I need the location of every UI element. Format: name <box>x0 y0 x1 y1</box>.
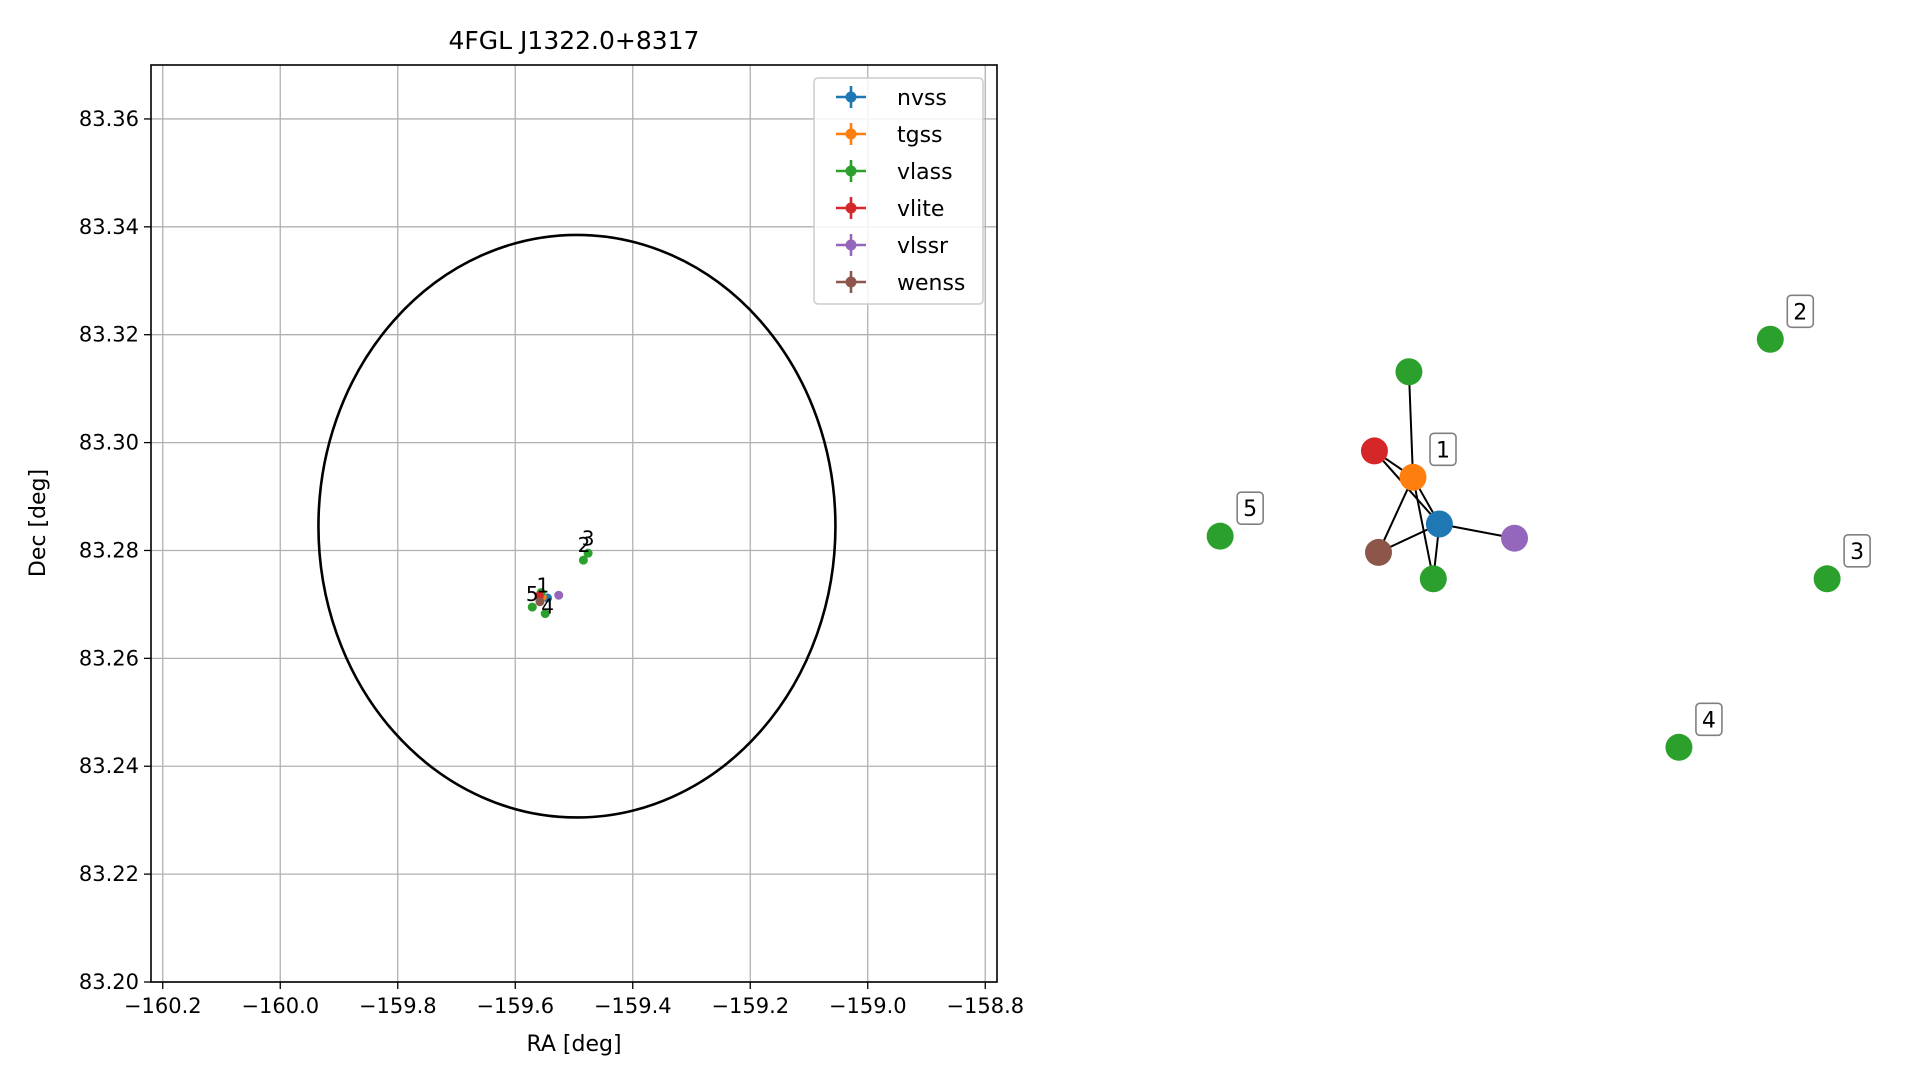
legend-marker-dot <box>845 239 857 251</box>
network-node-vlass-3 <box>1813 565 1841 593</box>
legend-entry-vlass: vlass <box>836 160 953 185</box>
point-label: 2 <box>578 533 591 557</box>
legend-marker-dot <box>845 91 857 103</box>
y-tick-label: 83.36 <box>79 107 139 131</box>
x-tick-label: −159.6 <box>476 994 554 1018</box>
legend: nvss tgss vlass vlite vlssr wenss <box>813 77 984 305</box>
network-node-label-box <box>1429 432 1457 467</box>
x-tick-label: −159.2 <box>711 994 789 1018</box>
y-tick-label: 83.20 <box>79 970 139 994</box>
network-node-label: 4 <box>1702 708 1716 733</box>
x-tick-label: −160.2 <box>124 994 202 1018</box>
network-edge <box>1407 371 1414 478</box>
point-label: 4 <box>541 595 554 619</box>
legend-label: vlssr <box>897 234 949 259</box>
y-tick-label: 83.22 <box>79 862 139 886</box>
localization-ellipse <box>317 233 837 819</box>
point-label: 5 <box>526 582 539 606</box>
vlass-data-point <box>583 548 593 558</box>
network-nodes-layer <box>1206 325 1841 761</box>
network-node-vlass-4 <box>1665 733 1693 761</box>
point-labels-layer: 1 23 45 <box>526 527 595 619</box>
legend-items: nvss tgss vlass vlite vlssr wenss <box>836 86 965 296</box>
x-tick-label: −159.4 <box>594 994 672 1018</box>
network-node-vlite <box>1360 437 1388 465</box>
x-tick-label: −159.8 <box>359 994 437 1018</box>
legend-entry-vlssr: vlssr <box>836 234 949 259</box>
y-tick-label: 83.26 <box>79 646 139 670</box>
vlssr-data-point <box>554 590 564 600</box>
y-tick-label: 83.24 <box>79 754 139 778</box>
x-tick-label: −158.8 <box>946 994 1024 1018</box>
network-node-label-box <box>1843 534 1871 568</box>
x-tick-label: −159.0 <box>829 994 907 1018</box>
network-node-labels-layer: 1 2 5 3 4 <box>1236 294 1871 737</box>
network-node-vlass-2 <box>1756 325 1784 353</box>
legend-entry-nvss: nvss <box>836 86 947 111</box>
y-tick-label: 83.28 <box>79 538 139 562</box>
network-node-label: 5 <box>1243 497 1257 522</box>
x-tick-label: −160.0 <box>241 994 319 1018</box>
plot-frame <box>150 64 998 983</box>
source-association-network-panel: 1 2 5 3 4 <box>1206 294 1871 761</box>
point-label: 3 <box>582 527 595 551</box>
legend-label: vlass <box>897 160 953 185</box>
legend-marker-dot <box>845 165 857 177</box>
network-node-label: 1 <box>1436 438 1450 463</box>
ticks-layer: −160.2 −160.0 −159.8 −159.6 −159.4 −159.2 −159… <box>79 107 1024 1018</box>
legend-entry-vlite: vlite <box>836 197 944 222</box>
network-node-vlass-top <box>1395 358 1423 386</box>
points-layer <box>527 548 593 619</box>
chart-title: 4FGL J1322.0+8317 <box>449 26 700 55</box>
legend-label: nvss <box>897 86 947 111</box>
network-node-vlass-5 <box>1206 522 1234 550</box>
y-tick-label: 83.32 <box>79 323 139 347</box>
network-node-label: 2 <box>1793 300 1807 325</box>
network-node-vlssr <box>1501 524 1528 552</box>
legend-entry-wenss: wenss <box>836 271 965 296</box>
network-edge <box>1377 476 1414 553</box>
network-node-label: 3 <box>1850 540 1864 565</box>
legend-marker-dot <box>845 202 857 214</box>
network-node-label-box <box>1695 702 1723 737</box>
point-label: 1 <box>536 574 549 598</box>
network-node-nvss <box>1425 510 1453 538</box>
network-node-label-box <box>1786 294 1815 329</box>
legend-marker-dot <box>845 276 857 288</box>
y-tick-label: 83.34 <box>79 215 139 239</box>
y-tick-label: 83.30 <box>79 431 139 455</box>
legend-label: tgss <box>897 123 943 148</box>
legend-marker-dot <box>845 128 857 140</box>
network-node-label-box <box>1236 491 1264 525</box>
legend-label: vlite <box>897 197 944 222</box>
vlass-data-point <box>578 555 588 565</box>
legend-entry-tgss: tgss <box>836 123 943 148</box>
wenss-data-point <box>535 597 545 607</box>
network-edge <box>1412 477 1435 580</box>
vlass-data-point <box>527 602 537 612</box>
vlass-data-point <box>540 609 550 619</box>
ellipse-layer <box>317 233 837 819</box>
legend-label: wenss <box>897 271 965 296</box>
x-axis-label: RA [deg] <box>526 1032 621 1057</box>
network-node-vlass-bottom <box>1419 565 1447 593</box>
network-node-tgss <box>1399 463 1427 491</box>
network-node-wenss <box>1364 538 1392 566</box>
y-axis-label: Dec [deg] <box>26 469 51 577</box>
sky-position-scatter-panel: 1 23 45 −160.2 −160.0 −159.8 −159.6 −159.4 −159… <box>26 26 1024 1057</box>
